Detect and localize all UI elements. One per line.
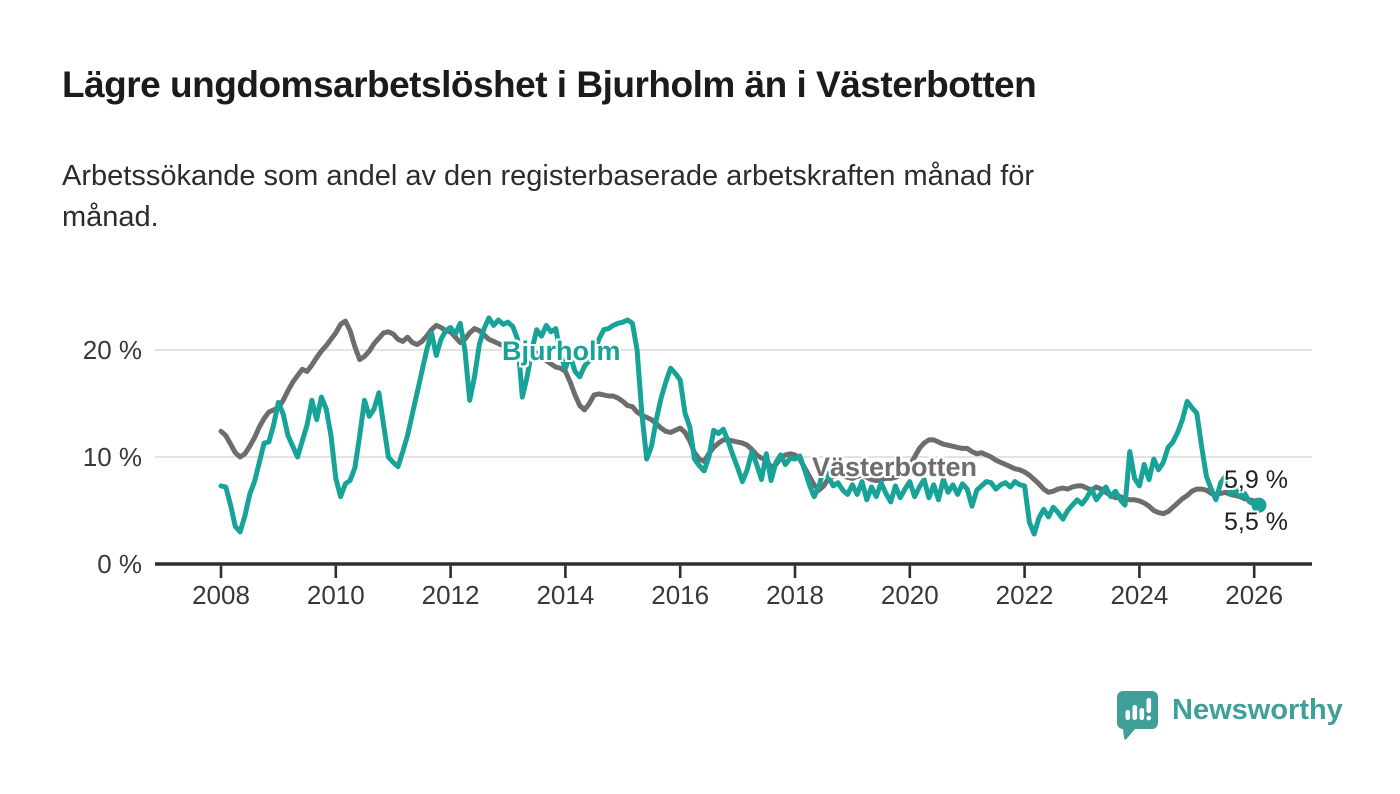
y-axis-tick-label-0: 0 % bbox=[97, 549, 142, 579]
x-axis-tick-label-2008: 2008 bbox=[192, 580, 250, 610]
newsworthy-logo-icon bbox=[1117, 691, 1158, 740]
bjurholm-line bbox=[218, 315, 1262, 537]
x-axis-tick-label-2014: 2014 bbox=[536, 580, 595, 610]
exclamation-bar bbox=[1146, 698, 1152, 713]
speech-bubble-shape bbox=[1117, 691, 1158, 740]
bjurholm-end-dot bbox=[1251, 497, 1267, 513]
exclamation-dot bbox=[1146, 715, 1152, 721]
x-axis-tick-label-2026: 2026 bbox=[1225, 580, 1284, 610]
y-axis-tick-label-10: 10 % bbox=[82, 442, 142, 472]
x-axis-tick-label-2024: 2024 bbox=[1110, 580, 1169, 610]
chart-subtitle: Arbetssökande som andel av den registerb… bbox=[62, 160, 1035, 233]
x-axis-tick-label-2020: 2020 bbox=[880, 580, 939, 610]
end-value-label-bjurholm: 5,5 % bbox=[1224, 508, 1288, 536]
x-axis-tick-label-2010: 2010 bbox=[306, 580, 365, 610]
x-axis-tick-label-2018: 2018 bbox=[766, 580, 824, 610]
series-label-bjurholm: Bjurholm bbox=[502, 336, 621, 366]
bar-medium bbox=[1139, 708, 1145, 720]
x-axis-tick-label-2016: 2016 bbox=[651, 580, 710, 610]
bar-short bbox=[1125, 710, 1131, 720]
newsworthy-logo-text: Newsworthy bbox=[1172, 694, 1343, 726]
end-value-label-vasterbotten: 5,9 % bbox=[1224, 466, 1288, 494]
x-axis-tick-label-2012: 2012 bbox=[421, 580, 480, 610]
x-axis-tick-label-2022: 2022 bbox=[995, 580, 1054, 610]
västerbotten-line bbox=[218, 318, 1262, 517]
y-axis-tick-label-20: 20 % bbox=[82, 335, 142, 365]
newsworthy-branding: Newsworthy bbox=[1117, 690, 1343, 740]
series-label-vasterbotten: Västerbotten bbox=[812, 452, 978, 482]
bar-tall bbox=[1132, 705, 1138, 720]
chart-title: Lägre ungdomsarbetslöshet i Bjurholm än … bbox=[62, 64, 1037, 105]
